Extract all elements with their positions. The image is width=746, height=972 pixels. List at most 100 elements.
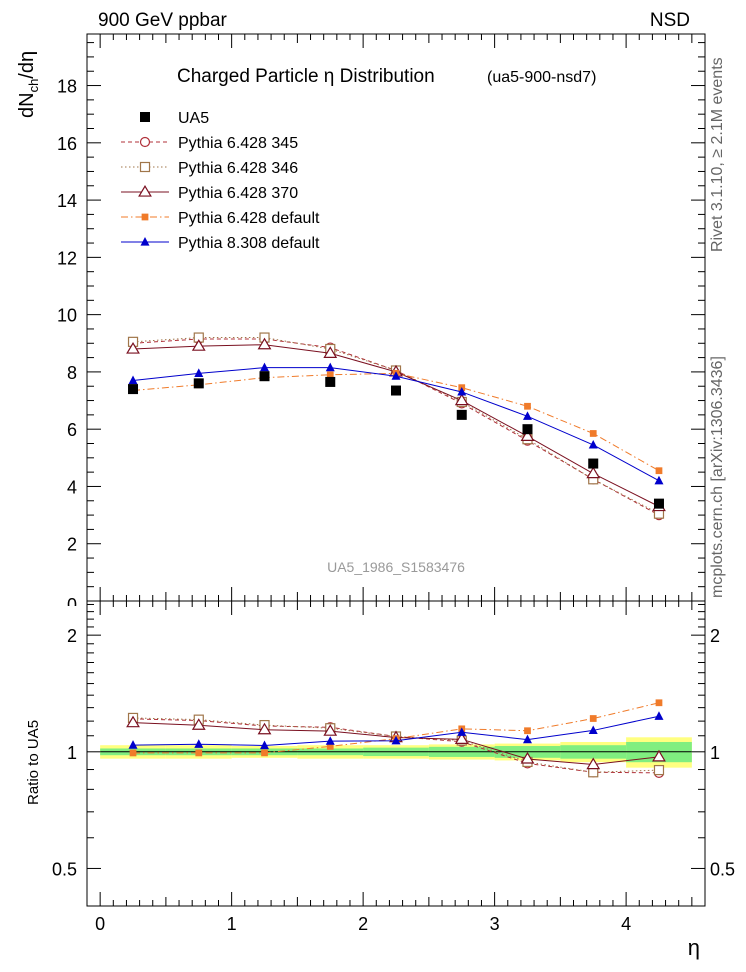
- series-point-ratio: [126, 715, 140, 728]
- series-point-ratio: [653, 764, 665, 776]
- chart-title: Charged Particle η Distribution: [177, 66, 435, 87]
- series-point-main: [522, 411, 532, 420]
- series-point-ratio: [652, 749, 666, 762]
- series-1: [127, 333, 665, 778]
- legend-item: Pythia 6.428 default: [121, 210, 320, 227]
- series-point-ratio: [325, 736, 335, 745]
- x-tick-label: 2: [358, 914, 368, 934]
- y-tick-label-zero: 0: [67, 595, 77, 615]
- x-axis-label: η: [688, 935, 700, 960]
- series-point-main: [257, 337, 272, 350]
- legend-label: UA5: [178, 110, 209, 127]
- y-tick-label: 6: [67, 420, 77, 440]
- series-point-ratio: [589, 715, 597, 722]
- legend-item: UA5: [140, 110, 209, 127]
- series-point-ratio: [391, 735, 401, 745]
- reference-point: [653, 498, 664, 509]
- legend-marker: [139, 136, 151, 148]
- series-point-ratio: [588, 725, 598, 735]
- legend-marker: [140, 237, 150, 246]
- legend-marker: [141, 213, 149, 221]
- reference-point: [391, 385, 401, 396]
- y-tick-label: 14: [57, 191, 77, 211]
- ratio-y-tick-label-right: 0.5: [710, 859, 735, 879]
- series-point-main: [457, 387, 467, 396]
- series-point-main: [520, 429, 535, 441]
- series-point-main: [260, 362, 270, 372]
- reference-point: [259, 371, 270, 382]
- series-point-ratio: [655, 699, 663, 707]
- x-tick-label: 0: [95, 914, 105, 934]
- series-3: [126, 337, 666, 770]
- legend-item: Pythia 6.428 370: [121, 184, 298, 202]
- series-point-main: [589, 430, 597, 437]
- series-point-ratio: [522, 734, 532, 744]
- legend-label: Pythia 6.428 default: [178, 210, 320, 227]
- reference-point: [456, 409, 467, 420]
- series-point-main: [655, 467, 663, 475]
- ratio-y-tick-label: 1: [67, 743, 77, 763]
- series-point-ratio: [323, 724, 338, 736]
- legend-item: Pythia 6.428 346: [121, 160, 298, 177]
- reference-point: [128, 384, 139, 395]
- legend-marker: [138, 184, 152, 197]
- series-line-main: [132, 337, 660, 515]
- x-tick-label: 4: [621, 914, 631, 934]
- ratio-y-tick-label: 0.5: [52, 859, 77, 879]
- series-line-ratio: [133, 718, 659, 774]
- legend-marker: [140, 112, 150, 122]
- analysis-watermark: UA5_1986_S1583476: [327, 559, 465, 575]
- reference-series: [128, 371, 664, 509]
- ratio-y-tick-label-right: 2: [710, 626, 720, 646]
- series-point-main: [586, 466, 601, 479]
- energy-label: 900 GeV ppbar: [98, 10, 228, 31]
- y-axis-label-ratio: Ratio to UA5: [25, 720, 42, 805]
- legend-label: Pythia 6.428 370: [178, 185, 298, 202]
- legend-item: Pythia 8.308 default: [121, 235, 320, 252]
- legend-label: Pythia 6.428 346: [178, 160, 298, 177]
- x-tick-label: 1: [227, 914, 237, 934]
- series-point-ratio: [260, 740, 270, 750]
- series-point-main: [128, 375, 138, 385]
- process-label: NSD: [650, 10, 690, 31]
- series-point-main: [325, 362, 335, 372]
- series-point-main: [191, 339, 206, 351]
- series-5: [128, 362, 664, 750]
- ratio-y-tick-label-right: 1: [710, 743, 720, 763]
- series-point-main: [454, 393, 469, 406]
- series-point-ratio: [457, 727, 467, 736]
- series-point-main: [323, 346, 338, 358]
- series-line-main: [132, 367, 660, 482]
- y-tick-label: 8: [67, 363, 77, 383]
- rivet-label: Rivet 3.1.10, ≥ 2.1M events: [709, 57, 726, 252]
- series-point-main: [326, 371, 334, 379]
- series-point-main: [654, 475, 664, 485]
- legend-label: Pythia 6.428 345: [178, 135, 298, 152]
- series-point-main: [588, 439, 598, 449]
- series-point-main: [391, 371, 401, 380]
- reference-point: [522, 424, 533, 435]
- x-tick-label: 3: [490, 914, 500, 934]
- series-point-main: [126, 341, 140, 354]
- series-point-main: [194, 368, 204, 377]
- series-point-ratio: [191, 718, 206, 730]
- series-point-ratio: [524, 727, 531, 735]
- reference-point: [325, 376, 336, 387]
- mcplots-label: mcplots.cern.ch [arXiv:1306.3436]: [709, 356, 726, 598]
- series-point-ratio: [257, 722, 272, 735]
- series-point-ratio: [654, 711, 664, 720]
- series-point-ratio: [195, 749, 203, 757]
- series-point-ratio: [586, 757, 601, 770]
- ratio-plot-frame: [86, 600, 706, 907]
- series-point-ratio: [261, 749, 268, 757]
- legend-item: Pythia 6.428 345: [121, 135, 298, 152]
- legend-label: Pythia 8.308 default: [178, 235, 320, 252]
- series-point-ratio: [129, 749, 137, 757]
- series-point-ratio: [326, 743, 334, 750]
- y-axis-label-main: dNch/dη: [16, 51, 41, 118]
- series-point-ratio: [520, 751, 535, 764]
- y-tick-label: 2: [67, 535, 77, 555]
- series-point-ratio: [454, 732, 469, 744]
- series-point-ratio: [194, 739, 204, 748]
